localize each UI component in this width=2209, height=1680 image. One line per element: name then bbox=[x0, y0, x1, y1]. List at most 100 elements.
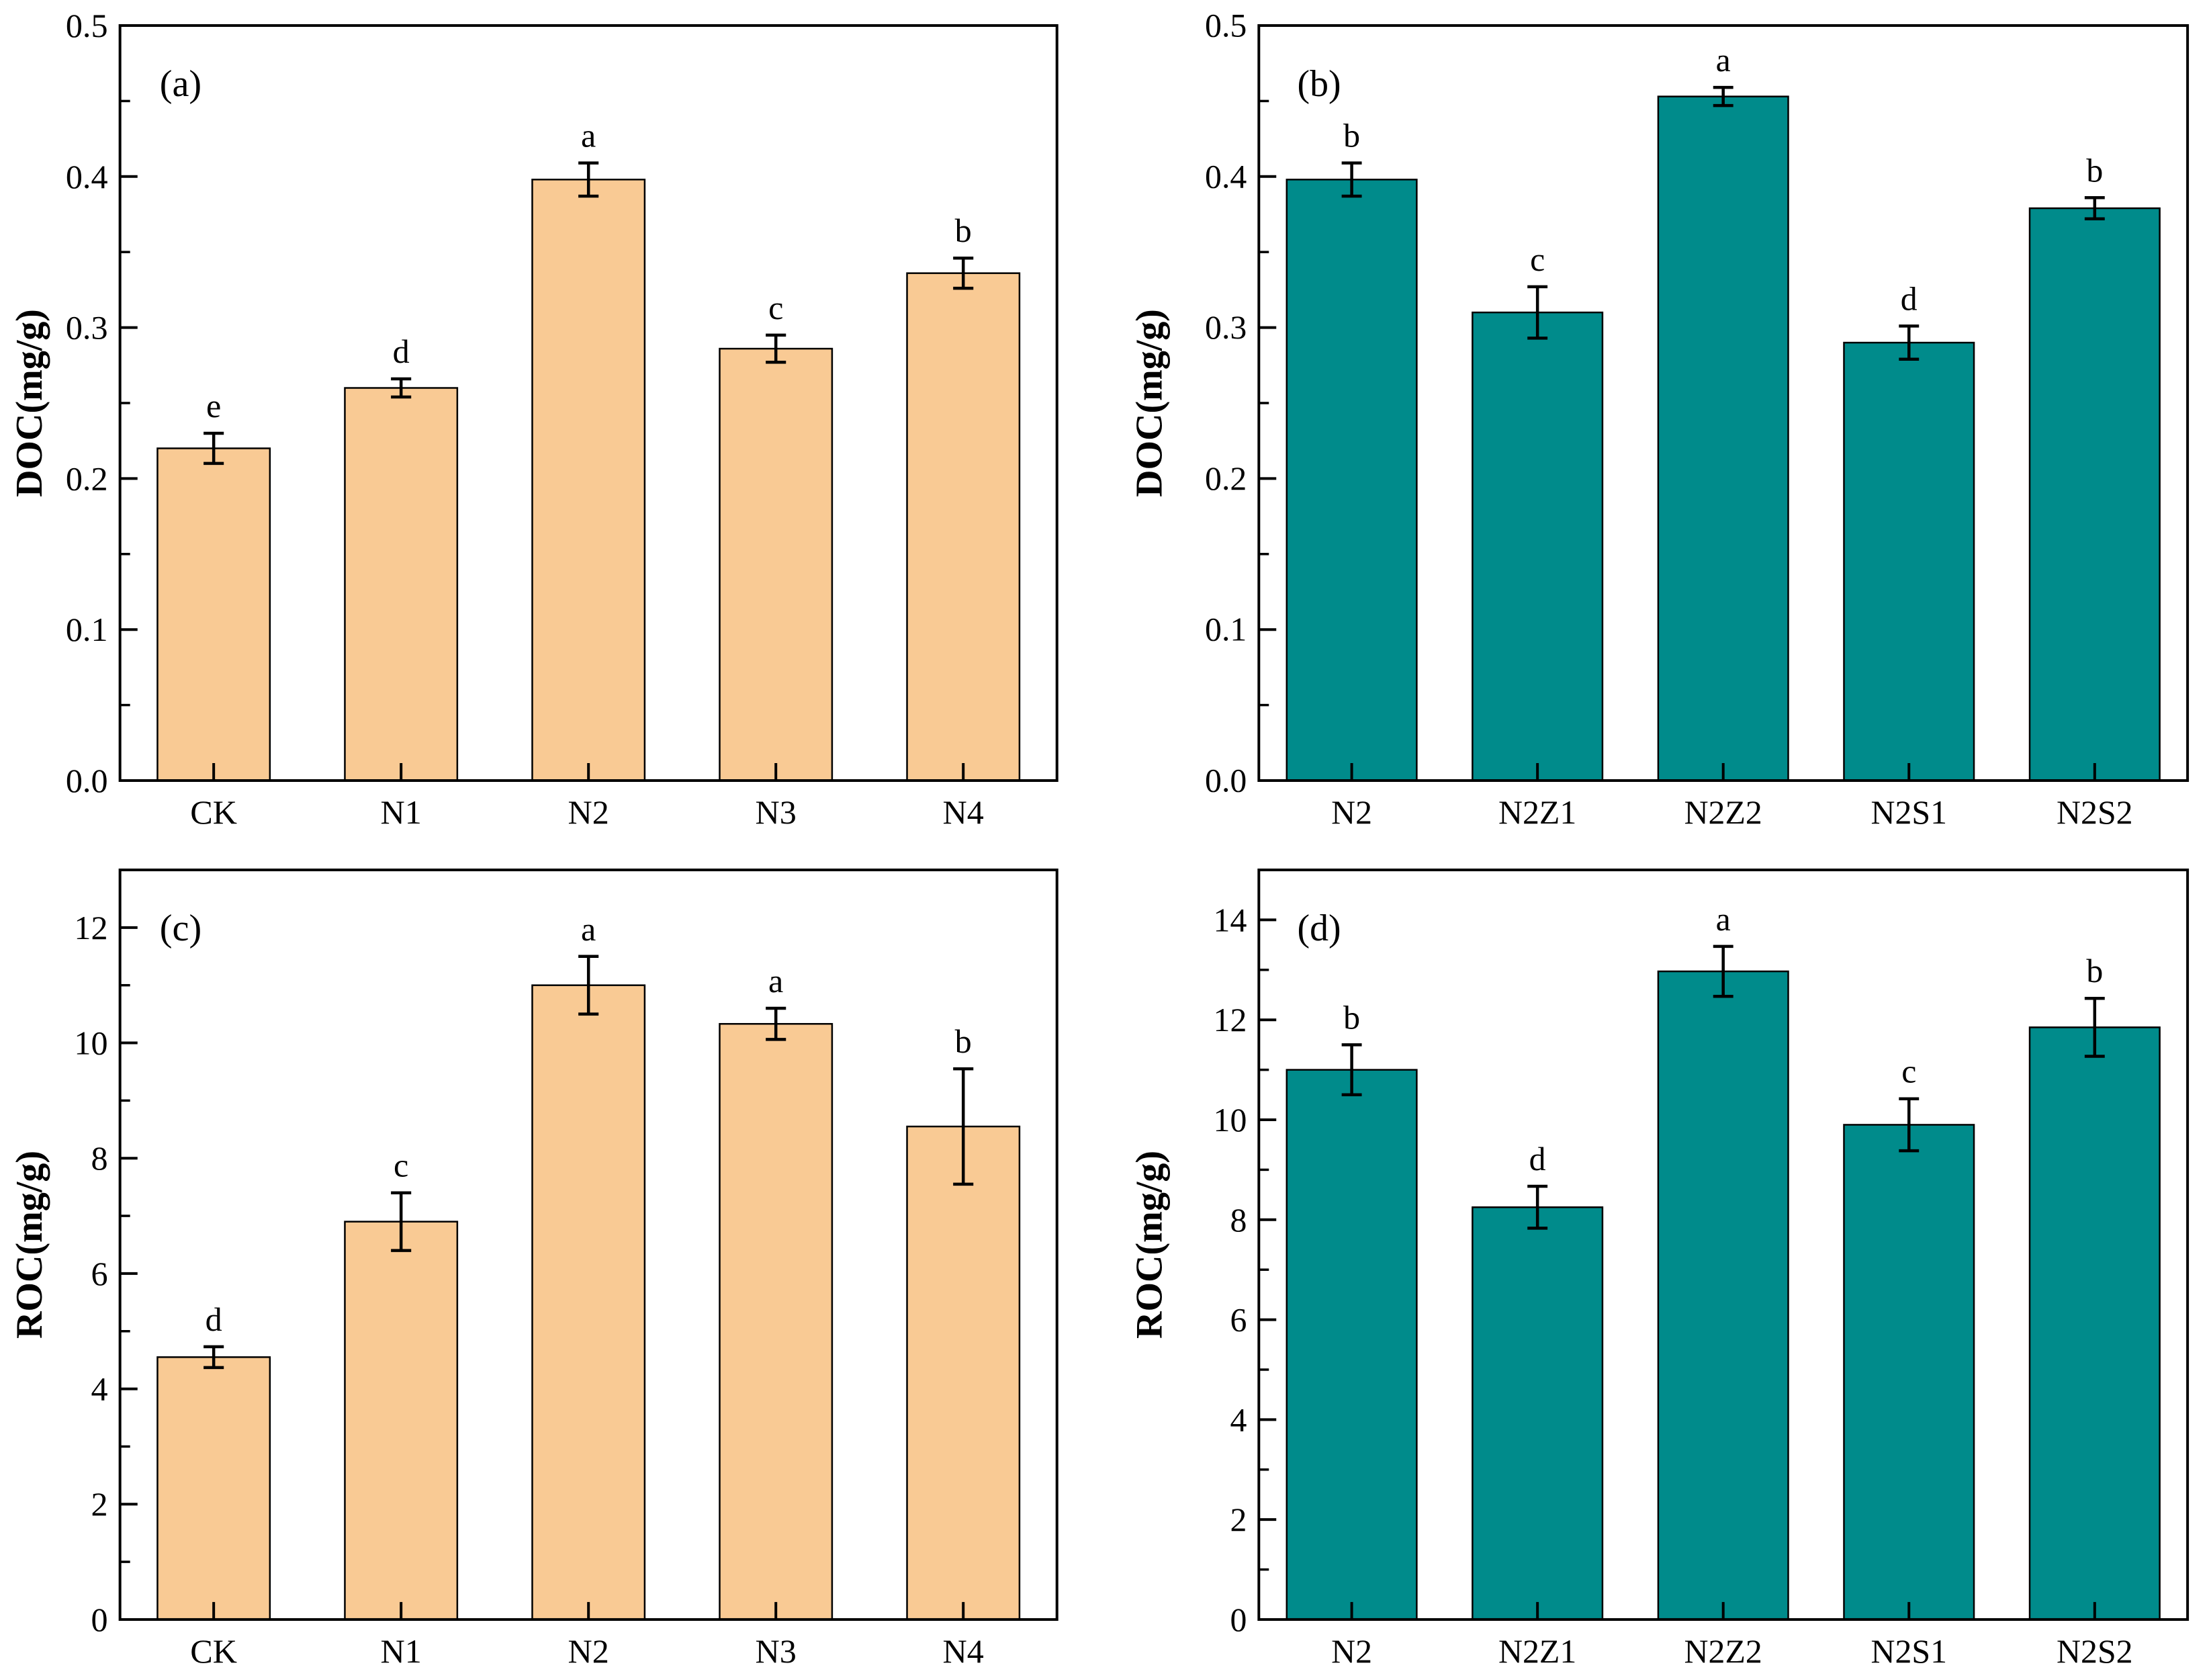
x-tick-label-N2Z1: N2Z1 bbox=[1498, 794, 1576, 831]
error-bar-N4 bbox=[953, 256, 974, 290]
x-tick-label-N3: N3 bbox=[756, 793, 797, 831]
bar-N2S2 bbox=[2028, 207, 2161, 782]
bar-N4 bbox=[906, 1125, 1021, 1621]
x-tick-label-N1: N1 bbox=[381, 793, 422, 831]
y-tick-label: 8 bbox=[1230, 1201, 1247, 1239]
x-tick-label-N2: N2 bbox=[1331, 794, 1372, 831]
x-tick-label-N2: N2 bbox=[568, 1632, 609, 1670]
error-bar-N2Z1 bbox=[1527, 285, 1548, 340]
x-tick-label-N2Z1: N2Z1 bbox=[1498, 1632, 1576, 1670]
y-tick-label: 0.2 bbox=[66, 459, 108, 497]
y-tick-label: 0.5 bbox=[66, 7, 108, 44]
sig-letter-N2: a bbox=[581, 910, 596, 948]
y-tick-label: 6 bbox=[91, 1255, 107, 1292]
sig-letter-N2Z1: d bbox=[1529, 1140, 1546, 1178]
y-tick-label: 4 bbox=[91, 1370, 107, 1408]
error-bar-N4 bbox=[953, 1067, 974, 1186]
error-bar-CK bbox=[204, 1345, 224, 1370]
chart-panel-d: b d a c b 0 2 4 6 8 10 12 14 N2 N2Z1 N2Z2 N2S1 N2S2 (d) ROC… bbox=[1129, 869, 2190, 1670]
error-bar-CK bbox=[204, 431, 224, 466]
bar-CK bbox=[156, 1356, 271, 1621]
bar-N2S2 bbox=[2028, 1026, 2161, 1621]
y-tick-label: 8 bbox=[91, 1139, 107, 1177]
panel-a-doc-treatments: e d a c b 0.0 0.1 0.2 0.3 0.4 0.5 CK N1 N2 N3 N4 (a) DOC(… bbox=[0, 0, 1108, 840]
bar-N2 bbox=[1286, 1069, 1418, 1621]
x-tick-label-N2Z2: N2Z2 bbox=[1684, 1632, 1762, 1670]
error-bar-N2Z1 bbox=[1527, 1184, 1548, 1230]
bar-N2Z2 bbox=[1657, 95, 1789, 782]
y-axis-label: DOC(mg/g) bbox=[9, 309, 50, 497]
bar-N4 bbox=[906, 272, 1021, 782]
y-tick-label: 10 bbox=[74, 1024, 107, 1062]
x-tick-label-N2S1: N2S1 bbox=[1870, 794, 1947, 831]
panel-d-roc-amendments: b d a c b 0 2 4 6 8 10 12 14 N2 N2Z1 N2Z2 N2S1 N2S2 (d) ROC… bbox=[1108, 840, 2209, 1680]
y-tick-label: 14 bbox=[1214, 901, 1247, 938]
sig-letter-CK: e bbox=[206, 387, 221, 425]
x-tick-label-N2Z2: N2Z2 bbox=[1684, 794, 1762, 831]
y-axis-label: ROC(mg/g) bbox=[1129, 1151, 1171, 1339]
sig-letter-N4: b bbox=[955, 212, 972, 249]
sig-letter-N2: b bbox=[1343, 998, 1360, 1036]
chart-panel-b: b c a d b 0.0 0.1 0.2 0.3 0.4 0.5 N2 N2Z1 N2Z2 N2S1 N2S… bbox=[1129, 7, 2190, 831]
bar-N3 bbox=[719, 1022, 833, 1621]
error-bar-N2 bbox=[1341, 161, 1362, 198]
sig-letter-N2Z2: a bbox=[1716, 42, 1731, 79]
sig-letter-N4: b bbox=[955, 1022, 972, 1060]
sig-letter-N2Z2: a bbox=[1716, 900, 1731, 938]
error-bar-N2S1 bbox=[1899, 1097, 1920, 1153]
sig-letter-N3: a bbox=[768, 962, 783, 1000]
chart-panel-c: d c a a b 0 2 4 6 8 10 12 CK N1 N2 N3 N4 (c) ROC(mg/g) bbox=[9, 869, 1058, 1670]
y-tick-label: 4 bbox=[1230, 1401, 1247, 1438]
error-bar-N2Z2 bbox=[1713, 944, 1733, 998]
error-bar-N2S1 bbox=[1899, 324, 1920, 361]
error-bar-N1 bbox=[391, 1191, 412, 1252]
panel-b-doc-amendments: b c a d b 0.0 0.1 0.2 0.3 0.4 0.5 N2 N2Z1 N2Z2 N2S1 N2S… bbox=[1108, 0, 2209, 840]
y-tick-label: 0.0 bbox=[1205, 762, 1247, 799]
sig-letter-N2Z1: c bbox=[1530, 241, 1545, 278]
sig-letter-N1: c bbox=[394, 1147, 408, 1184]
x-tick-label-N2: N2 bbox=[1331, 1632, 1372, 1670]
y-tick-label: 0.1 bbox=[1205, 611, 1247, 648]
x-tick-label-N4: N4 bbox=[943, 1632, 984, 1670]
y-tick-label: 0 bbox=[91, 1601, 107, 1638]
error-bar-N3 bbox=[766, 1006, 786, 1041]
chart-panel-a: e d a c b 0.0 0.1 0.2 0.3 0.4 0.5 CK N1 N2 N3 N4 (a) DOC(… bbox=[9, 7, 1058, 831]
bar-N1 bbox=[344, 387, 459, 782]
panel-tag: (c) bbox=[160, 908, 201, 949]
panel-tag: (d) bbox=[1297, 908, 1341, 949]
error-bar-N1 bbox=[391, 377, 412, 399]
y-axis-label: DOC(mg/g) bbox=[1129, 309, 1171, 497]
sig-letter-N2S2: b bbox=[2086, 152, 2103, 189]
y-tick-label: 0.0 bbox=[66, 762, 108, 799]
sig-letter-N2S1: d bbox=[1901, 280, 1918, 317]
bar-N2S1 bbox=[1843, 1124, 1975, 1621]
error-bar-N2Z2 bbox=[1713, 85, 1733, 107]
sig-letter-N3: c bbox=[768, 289, 783, 326]
x-tick-label-N4: N4 bbox=[943, 793, 984, 831]
y-tick-label: 10 bbox=[1214, 1101, 1247, 1139]
sig-letter-N2: a bbox=[581, 117, 596, 154]
error-bar-N2S2 bbox=[2084, 996, 2105, 1058]
panel-c-roc-treatments: d c a a b 0 2 4 6 8 10 12 CK N1 N2 N3 N4 (c) ROC(mg/g) bbox=[0, 840, 1108, 1680]
x-tick-label-N2S2: N2S2 bbox=[2057, 794, 2133, 831]
y-tick-label: 0.3 bbox=[1205, 309, 1247, 346]
error-bar-N2 bbox=[578, 955, 599, 1016]
error-bar-N2 bbox=[1341, 1043, 1362, 1097]
y-tick-label: 0.5 bbox=[1205, 7, 1247, 44]
bar-N3 bbox=[719, 347, 833, 782]
y-tick-label: 12 bbox=[74, 909, 107, 946]
x-tick-label-CK: CK bbox=[190, 1632, 237, 1670]
panel-tag: (a) bbox=[160, 63, 201, 105]
y-tick-label: 2 bbox=[1230, 1501, 1247, 1538]
y-tick-label: 0.4 bbox=[66, 158, 108, 195]
y-tick-label: 2 bbox=[91, 1485, 107, 1523]
sig-letter-N1: d bbox=[393, 333, 410, 370]
bar-N2Z1 bbox=[1472, 1206, 1604, 1621]
bar-CK bbox=[156, 447, 271, 782]
y-axis-label: ROC(mg/g) bbox=[9, 1151, 50, 1339]
y-tick-label: 0.1 bbox=[66, 611, 108, 648]
sig-letter-CK: d bbox=[206, 1300, 222, 1338]
error-bar-N2 bbox=[578, 161, 599, 198]
sig-letter-N2: b bbox=[1343, 118, 1360, 154]
